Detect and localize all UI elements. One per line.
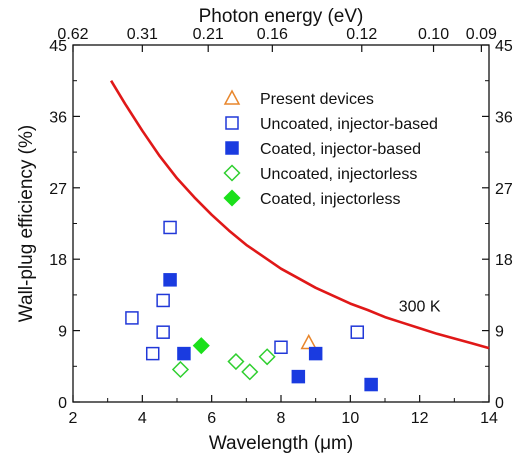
y-tick-label-right: 9 [495,324,504,341]
data-point [145,346,160,361]
legend-label: Coated, injectorless [260,191,401,208]
data-point [156,293,170,308]
data-point [163,273,177,287]
top-tick-label: 0.10 [418,26,449,43]
y-tick-label-left: 18 [49,252,67,269]
y-tick-label-left: 9 [58,324,67,341]
curve-label-300k: 300 K [399,299,441,316]
y-tick-label-left: 27 [49,181,67,198]
y-tick-label-right: 36 [495,109,513,126]
y-tick-label-left: 45 [49,38,67,55]
x-tick-label: 4 [138,410,147,427]
top-axis-title: Photon energy (eV) [199,6,364,27]
data-point [171,360,190,379]
data-point [241,363,259,381]
data-point [163,220,177,235]
data-point [227,352,245,371]
series-0 [300,333,317,350]
y-tick-label-right: 18 [495,252,513,269]
legend-label: Coated, injector-based [260,141,421,158]
legend-label: Uncoated, injectorless [260,166,417,183]
series-4 [192,337,210,355]
curve-300k [109,80,490,350]
data-point [274,340,288,355]
x-tick-label: 10 [341,410,359,427]
top-tick-label: 0.62 [57,26,88,43]
data-point [156,325,170,339]
x-axis-title: Wavelength (μm) [209,433,353,454]
legend-marker [225,116,239,130]
y-tick-label-left: 36 [49,109,67,126]
x-tick-label: 14 [480,410,498,427]
data-point [300,333,317,350]
data-point [308,346,323,361]
legend-marker [223,189,241,207]
legend-label: Uncoated, injector-based [260,116,438,133]
x-tick-label: 8 [277,410,286,427]
top-tick-label: 0.21 [193,26,224,43]
data-point [364,377,378,392]
legend-label: Present devices [260,91,374,108]
legend-marker [223,164,241,182]
top-tick-label: 0.16 [257,26,288,43]
top-tick-label: 0.31 [127,26,158,43]
legend-marker [225,141,239,155]
series-2 [163,273,378,392]
series-1 [125,220,365,361]
data-point [291,369,306,384]
top-tick-label: 0.09 [466,26,497,43]
top-tick-label: 0.12 [346,26,377,43]
y-axis-title: Wall-plug efficiency (%) [16,125,37,322]
x-tick-label: 6 [207,410,216,427]
legend-marker [223,89,241,105]
data-point [192,337,210,355]
y-tick-label-right: 45 [495,38,513,55]
data-point [125,311,139,325]
data-point [177,346,191,361]
x-tick-label: 12 [411,410,429,427]
data-point [350,325,365,339]
data-point [258,348,276,366]
y-tick-label-right: 0 [495,395,504,412]
series-3 [171,348,276,381]
y-tick-label-right: 27 [495,181,513,198]
y-tick-label-left: 0 [58,395,67,412]
x-tick-label: 2 [69,410,78,427]
